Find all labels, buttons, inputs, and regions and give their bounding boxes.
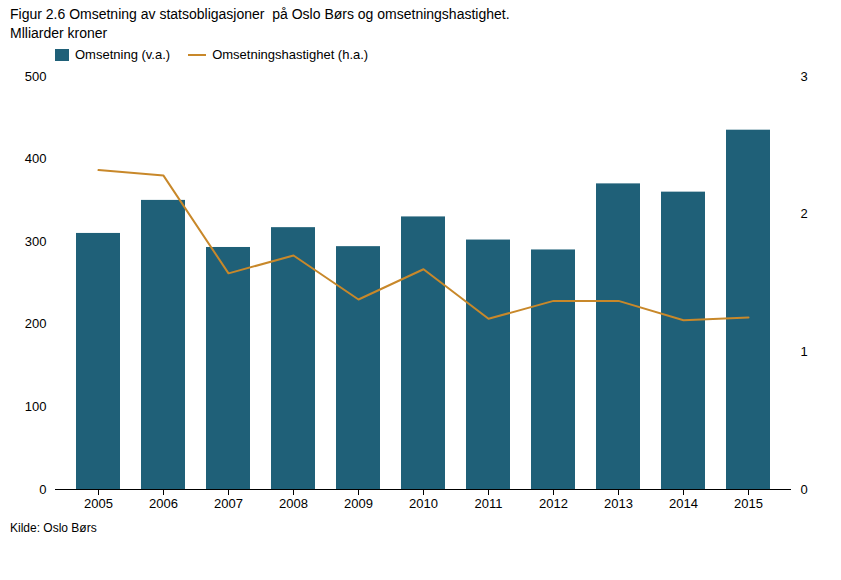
html-text:Kilde: Oslo Børs: Kilde: Oslo Børs xyxy=(10,521,97,535)
svg-text:2011: 2011 xyxy=(475,496,503,511)
svg-text:3: 3 xyxy=(801,69,808,84)
svg-text:100: 100 xyxy=(25,399,47,414)
svg-text:2: 2 xyxy=(801,206,808,221)
svg-text:2015: 2015 xyxy=(734,496,763,511)
svg-text:2009: 2009 xyxy=(344,496,373,511)
html-text:Figur 2.6 Omsetning av statsob: Figur 2.6 Omsetning av statsobligasjoner… xyxy=(10,6,510,22)
html-text:Omsetning (v.a.): Omsetning (v.a.) xyxy=(75,47,171,62)
svg-text:500: 500 xyxy=(25,69,47,84)
html-text:Mlliarder kroner: Mlliarder kroner xyxy=(10,25,108,41)
svg-text:300: 300 xyxy=(25,234,47,249)
svg-text:2013: 2013 xyxy=(604,496,633,511)
svg-text:2005: 2005 xyxy=(84,496,113,511)
svg-text:2014: 2014 xyxy=(669,496,698,511)
svg-text:2007: 2007 xyxy=(214,496,243,511)
svg-text:200: 200 xyxy=(25,316,47,331)
svg-text:2010: 2010 xyxy=(409,496,438,511)
svg-text:2012: 2012 xyxy=(539,496,568,511)
html-text:Omsetningshastighet (h.a.): Omsetningshastighet (h.a.) xyxy=(212,47,369,62)
svg-text:1: 1 xyxy=(801,344,808,359)
svg-text:400: 400 xyxy=(25,151,47,166)
svg-text:0: 0 xyxy=(801,482,808,497)
svg-text:0: 0 xyxy=(39,482,46,497)
svg-text:2008: 2008 xyxy=(279,496,308,511)
svg-text:2006: 2006 xyxy=(149,496,178,511)
